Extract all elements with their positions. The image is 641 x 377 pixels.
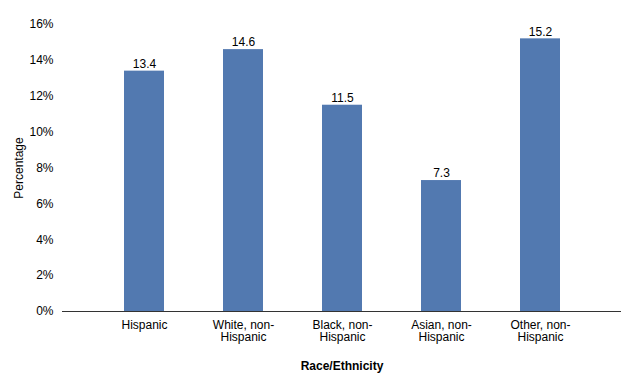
svg-text:2%: 2% <box>36 268 54 282</box>
svg-text:Percentage: Percentage <box>12 137 26 199</box>
svg-text:10%: 10% <box>29 125 53 139</box>
svg-text:Asian, non-Hispanic: Asian, non-Hispanic <box>411 318 472 344</box>
svg-text:12%: 12% <box>29 89 53 103</box>
svg-text:6%: 6% <box>36 197 54 211</box>
svg-text:Hispanic: Hispanic <box>121 318 167 332</box>
svg-text:13.4: 13.4 <box>133 57 157 71</box>
svg-text:14%: 14% <box>29 53 53 67</box>
svg-text:14.6: 14.6 <box>232 35 256 49</box>
svg-text:Other, non-Hispanic: Other, non-Hispanic <box>510 318 570 344</box>
svg-text:0%: 0% <box>36 304 54 318</box>
svg-text:15.2: 15.2 <box>529 25 553 39</box>
svg-text:4%: 4% <box>36 233 54 247</box>
svg-text:White, non-Hispanic: White, non-Hispanic <box>213 318 274 344</box>
svg-text:7.3: 7.3 <box>433 166 450 180</box>
svg-text:Black, non-Hispanic: Black, non-Hispanic <box>312 318 372 344</box>
svg-text:16%: 16% <box>29 17 53 31</box>
svg-text:11.5: 11.5 <box>331 91 354 105</box>
svg-text:8%: 8% <box>36 161 54 175</box>
svg-text:Race/Ethnicity: Race/Ethnicity <box>301 359 384 373</box>
